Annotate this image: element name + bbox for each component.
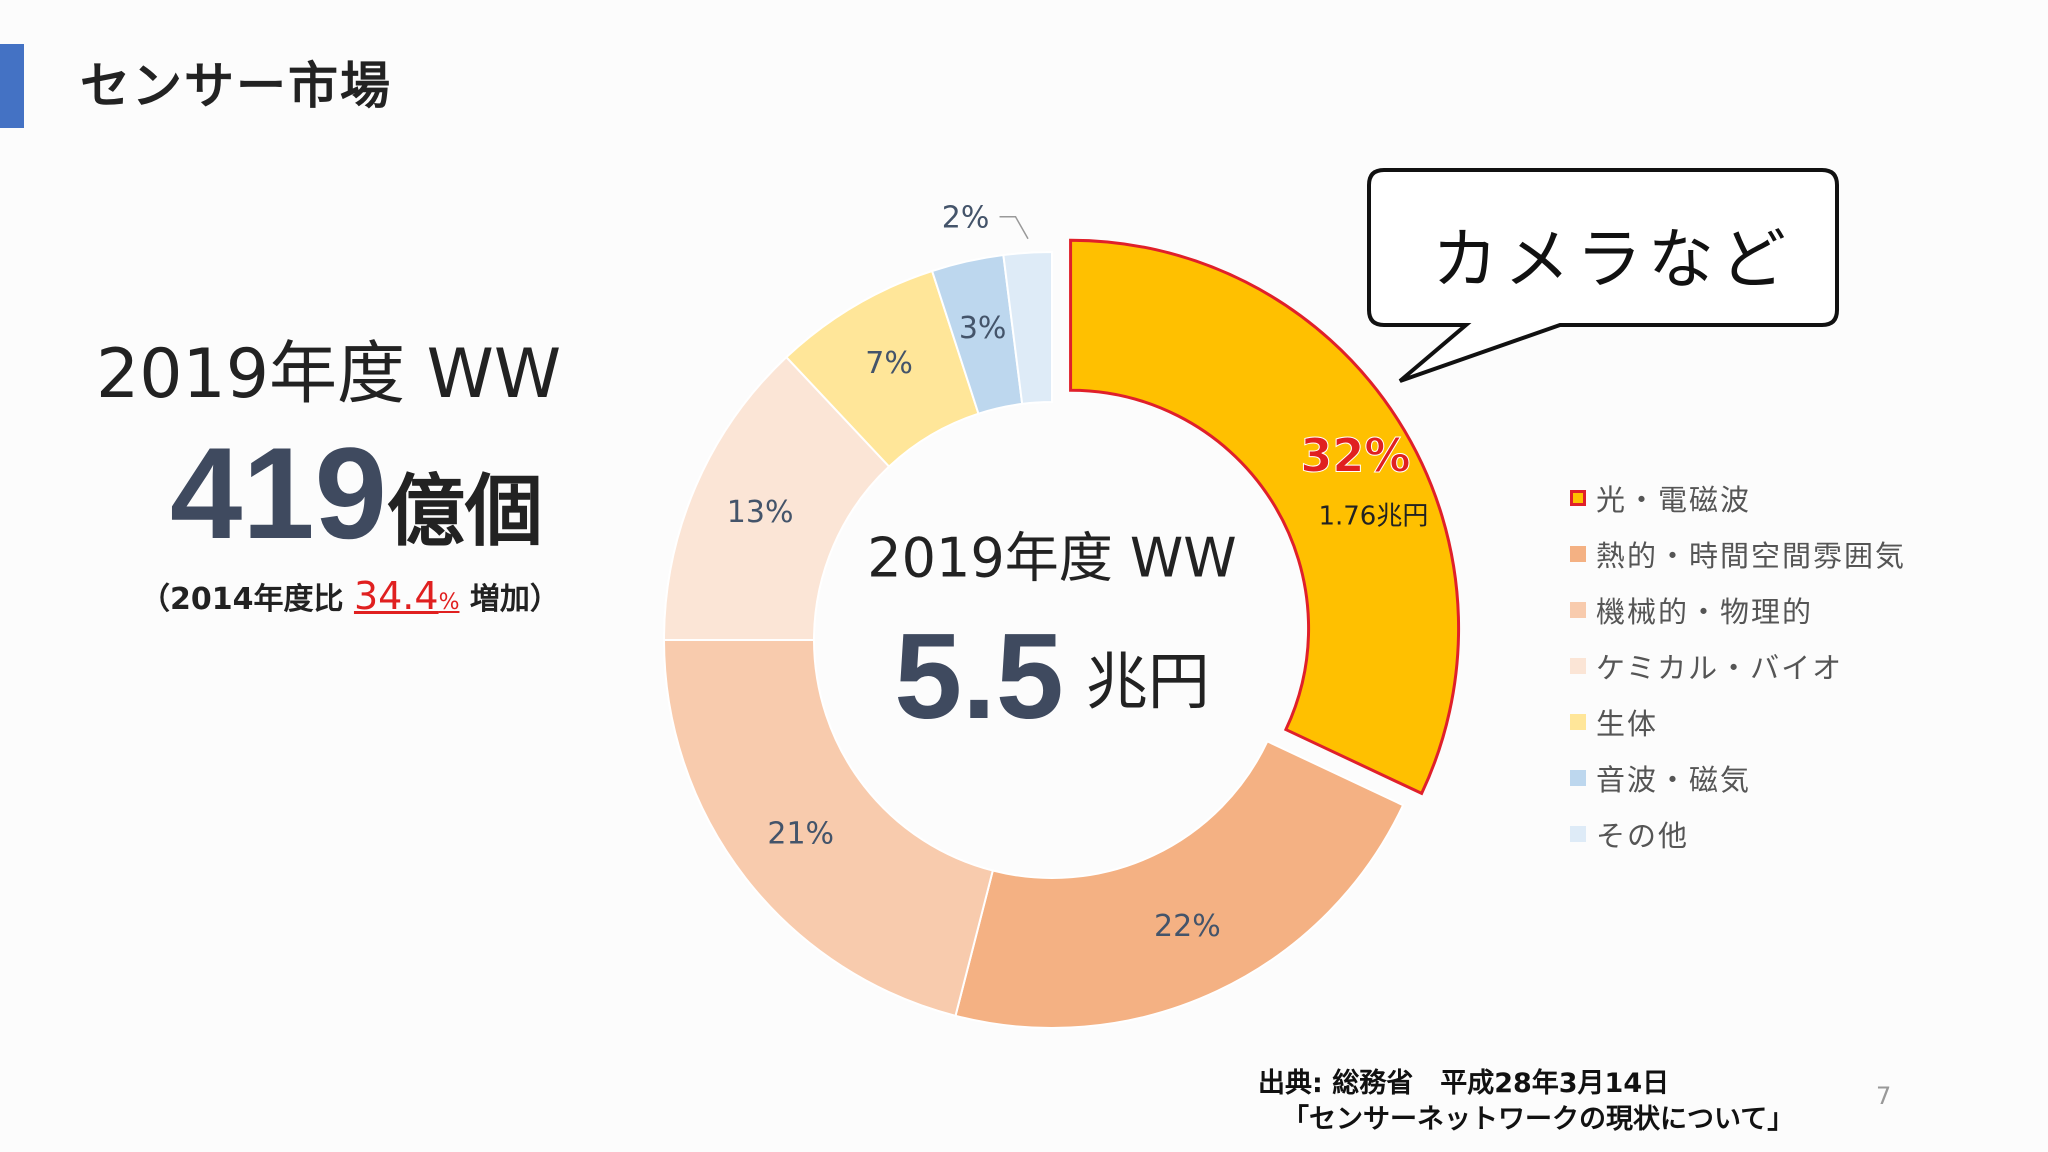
chart-legend: 光・電磁波熱的・時間空間雰囲気 機械的・物理的 ケミカル・バイオ 生体音波・磁気その他 bbox=[1570, 470, 1906, 862]
donut-slice-7 bbox=[1002, 250, 1053, 405]
growth-note-suffix: 増加） bbox=[459, 582, 560, 617]
legend-item-4: ケミカル・バイオ bbox=[1570, 638, 1906, 694]
slice-sublabel-1: 1.76兆円 bbox=[1318, 501, 1428, 531]
callout-bubble bbox=[1367, 168, 1839, 383]
source-line-2: 「センサーネットワークの現状について」 bbox=[1282, 1104, 1795, 1135]
growth-value: 34.4 bbox=[353, 574, 439, 618]
legend-swatch-5 bbox=[1570, 714, 1586, 730]
legend-item-2: 熱的・時間空間雰囲気 bbox=[1570, 526, 1906, 582]
legend-label-2: 熱的・時間空間雰囲気 bbox=[1596, 539, 1907, 573]
center-value-unit: 兆円 bbox=[1086, 645, 1210, 718]
legend-swatch-6 bbox=[1570, 770, 1586, 786]
slice-label-5: 7% bbox=[865, 346, 913, 381]
legend-item-6: 音波・磁気 bbox=[1570, 750, 1906, 806]
legend-swatch-1 bbox=[1570, 490, 1586, 506]
slice-label-1: 32% bbox=[1300, 428, 1410, 482]
growth-percent-sign: % bbox=[438, 590, 460, 615]
legend-swatch-4 bbox=[1570, 658, 1586, 674]
leader-line-7 bbox=[999, 216, 1029, 240]
legend-item-7: その他 bbox=[1570, 806, 1906, 862]
legend-label-6: 音波・磁気 bbox=[1596, 763, 1752, 797]
slice-label-7: 2% bbox=[942, 200, 990, 235]
legend-label-1: 光・電磁波 bbox=[1596, 483, 1752, 517]
legend-item-1: 光・電磁波 bbox=[1570, 470, 1906, 526]
slice-label-6: 3% bbox=[959, 311, 1007, 346]
legend-label-7: その他 bbox=[1596, 819, 1690, 853]
donut-slice-3 bbox=[662, 639, 995, 1018]
page-number: 7 bbox=[1876, 1082, 1892, 1110]
legend-item-5: 生体 bbox=[1570, 694, 1906, 750]
legend-item-3: 機械的・物理的 bbox=[1570, 582, 1906, 638]
legend-label-3: 機械的・物理的 bbox=[1596, 595, 1814, 629]
donut-slice-1 bbox=[1069, 238, 1460, 796]
source-citation: 出典: 総務省 平成28年3月14日 「センサーネットワークの現状について」 bbox=[1258, 1066, 1794, 1138]
center-value: 5.5 兆円 bbox=[894, 608, 1210, 744]
legend-swatch-7 bbox=[1570, 826, 1586, 842]
center-year-label: 2019年度 WW bbox=[867, 527, 1236, 590]
left-year-label: 2019年度 WW bbox=[96, 335, 562, 414]
center-value-number: 5.5 bbox=[894, 608, 1064, 744]
donut-slice-2 bbox=[954, 740, 1405, 1029]
legend-swatch-3 bbox=[1570, 602, 1586, 618]
growth-note-prefix: （2014年度比 bbox=[140, 582, 354, 617]
slice-label-4: 13% bbox=[727, 495, 794, 530]
source-line-1: 出典: 総務省 平成28年3月14日 bbox=[1258, 1068, 1670, 1099]
slice-label-2: 22% bbox=[1154, 909, 1221, 944]
legend-label-4: ケミカル・バイオ bbox=[1596, 651, 1844, 685]
sensor-count-unit: 億個 bbox=[386, 467, 543, 557]
legend-swatch-2 bbox=[1570, 546, 1586, 562]
legend-label-5: 生体 bbox=[1596, 707, 1659, 741]
callout-text: カメラなど bbox=[1432, 221, 1792, 298]
title-accent-bar bbox=[0, 44, 24, 128]
sensor-count: 419億個 bbox=[170, 418, 543, 568]
slice-label-3: 21% bbox=[767, 816, 834, 851]
growth-note: （2014年度比 34.4% 増加） bbox=[140, 574, 560, 618]
page-title: センサー市場 bbox=[80, 57, 392, 115]
sensor-count-number: 419 bbox=[170, 420, 387, 566]
